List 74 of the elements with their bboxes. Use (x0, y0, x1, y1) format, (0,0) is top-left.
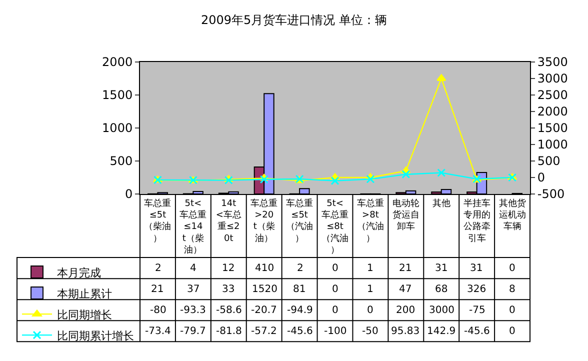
data-label: 21 (151, 284, 164, 295)
data-label: -45.6 (464, 326, 490, 337)
data-label: -58.6 (216, 305, 242, 316)
legend-label: 本期止累计 (57, 287, 112, 300)
legend-label: 比同期增长 (57, 308, 112, 322)
x-tick-label: 电动轮货运自卸车 (392, 198, 420, 232)
data-label: 0 (332, 263, 338, 274)
x-tick-label: 其他货运机动车辆 (498, 198, 526, 232)
data-label: 326 (467, 284, 486, 295)
data-label: -79.7 (180, 326, 206, 337)
x-tick-label: 14t<车总重≤20t (216, 198, 242, 244)
x-tick-label: 车总重≤5t（柴油） (144, 198, 172, 244)
y2-tick-label: 3500 (537, 55, 568, 70)
data-label: 0 (509, 263, 516, 274)
y-tick-label: 0 (124, 187, 133, 202)
data-label: -75 (469, 305, 486, 316)
data-label: 1 (367, 263, 374, 274)
y-tick-label: 1500 (102, 88, 133, 102)
y2-tick-label: 1500 (537, 121, 568, 136)
y-tick-label: 2000 (102, 55, 133, 70)
data-label: 0 (332, 284, 338, 295)
data-label: 37 (187, 284, 200, 295)
x-tick-label: 车总重>8t（汽油） (356, 198, 384, 244)
x-tick-label: 车总重>20t（柴油） (250, 198, 278, 244)
x-tick-label: 其他 (432, 198, 450, 209)
data-label: 31 (435, 263, 448, 274)
x-tick-label: 车总重≤5t（汽油） (286, 198, 314, 244)
data-label: 68 (435, 284, 448, 295)
data-label: -50 (362, 326, 378, 337)
data-label: -73.4 (145, 326, 171, 337)
data-label: 12 (222, 263, 235, 274)
y2-tick-label: 2000 (537, 104, 568, 119)
chart-title: 2009年5月货车进口情况 单位：辆 (201, 13, 387, 28)
data-label: -94.9 (287, 305, 313, 316)
data-label: 410 (255, 263, 274, 274)
y-tick-label: 500 (110, 154, 133, 168)
x-tick-label: 半挂车专用的公路牵引车 (463, 198, 490, 244)
data-label: -100 (324, 326, 347, 337)
data-label: 3000 (429, 305, 454, 316)
legend-label: 本月完成 (57, 266, 101, 280)
y-tick-label: 1000 (102, 121, 133, 136)
data-label: 21 (399, 263, 412, 274)
data-label: 31 (470, 263, 483, 274)
x-tick-label: 5t<车总重≤14t（柴油） (180, 198, 207, 256)
y2-tick-label: -500 (537, 187, 565, 202)
y2-tick-label: 500 (537, 154, 560, 168)
data-label: 200 (396, 305, 416, 316)
data-label: 8 (509, 284, 516, 295)
data-label: 4 (190, 263, 196, 274)
x-tick-label: 5t<车总重≤8t（汽油） (322, 198, 348, 256)
data-label: 33 (222, 284, 235, 295)
data-label: 47 (399, 284, 412, 295)
legend-label: 比同期累计增长 (57, 329, 134, 342)
data-label: 0 (509, 326, 516, 337)
data-label: 2 (297, 263, 304, 274)
y2-tick-label: 1000 (537, 138, 568, 152)
data-label: 1 (367, 284, 374, 295)
data-label: -93.3 (180, 305, 206, 316)
data-label: -81.8 (216, 326, 242, 337)
data-label: -80 (150, 305, 166, 316)
data-label: -57.2 (251, 326, 277, 337)
y2-tick-label: 0 (537, 170, 546, 185)
data-label: 142.9 (427, 326, 456, 337)
data-label: 81 (293, 284, 306, 295)
data-label: 0 (332, 305, 338, 316)
y2-tick-label: 2500 (537, 88, 568, 102)
data-label: 95.83 (391, 326, 420, 337)
data-label: 2 (155, 263, 162, 274)
data-label: 1520 (252, 284, 278, 295)
data-label: -45.6 (287, 326, 313, 337)
data-label: 0 (367, 305, 374, 316)
y2-tick-label: 3000 (537, 72, 568, 86)
data-label: -20.7 (251, 305, 277, 316)
data-label: 0 (509, 305, 516, 316)
